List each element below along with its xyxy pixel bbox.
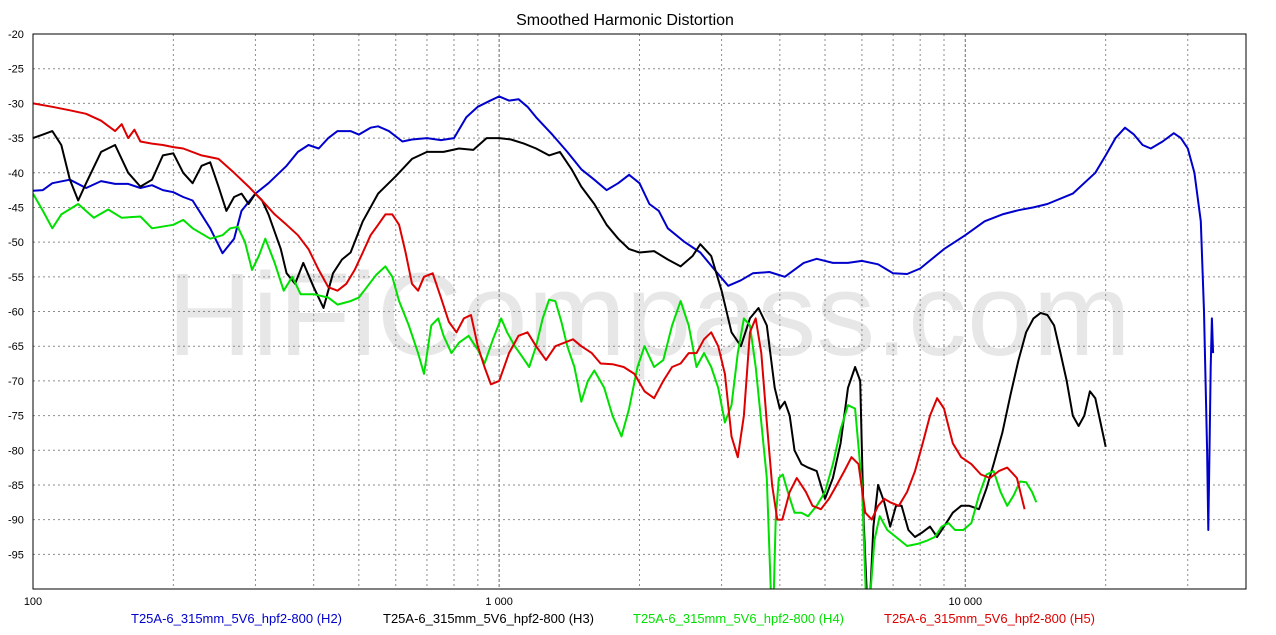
y-tick-label: -60 xyxy=(8,307,24,319)
y-tick-label: -30 xyxy=(8,98,24,110)
chart-title: Smoothed Harmonic Distortion xyxy=(516,12,734,29)
y-tick-label: -40 xyxy=(8,168,24,180)
series-line-h3 xyxy=(33,130,1107,589)
y-tick-label: -25 xyxy=(8,64,24,76)
y-tick-label: -50 xyxy=(8,237,24,249)
legend-item-h5: T25A-6_315mm_5V6_hpf2-800 (H5) xyxy=(884,611,1095,626)
y-tick-label: -55 xyxy=(8,272,24,284)
y-tick-label: -70 xyxy=(8,376,24,388)
y-tick-label: -65 xyxy=(8,341,24,353)
y-tick-label: -75 xyxy=(8,411,24,423)
y-tick-label: -20 xyxy=(8,29,24,41)
y-tick-label: -35 xyxy=(8,133,24,145)
y-axis-ticks: -20 -25 -30 -35 -40 -45 -50 -55 -60 -65 -70 -75 -80 -… xyxy=(8,29,24,561)
y-tick-label: -95 xyxy=(8,549,24,561)
x-axis-ticks: 100 1 000 10 000 xyxy=(24,596,982,608)
series-line-h4 xyxy=(33,193,1038,589)
legend-item-h2: T25A-6_315mm_5V6_hpf2-800 (H2) xyxy=(131,611,342,626)
series-line-h2 xyxy=(33,95,1215,531)
y-tick-label: -45 xyxy=(8,202,24,214)
legend-item-h3: T25A-6_315mm_5V6_hpf2-800 (H3) xyxy=(383,611,594,626)
x-tick-label: 10 000 xyxy=(949,596,983,608)
legend: T25A-6_315mm_5V6_hpf2-800 (H2) T25A-6_315… xyxy=(131,611,1095,626)
plot-frame xyxy=(32,33,1247,590)
legend-item-h4: T25A-6_315mm_5V6_hpf2-800 (H4) xyxy=(633,611,844,626)
series-line-h5 xyxy=(33,102,1026,521)
x-tick-label: 1 000 xyxy=(485,596,513,608)
y-tick-label: -85 xyxy=(8,480,24,492)
x-tick-label: 100 xyxy=(24,596,42,608)
y-tick-label: -90 xyxy=(8,515,24,527)
series-layer xyxy=(33,95,1215,589)
y-tick-label: -80 xyxy=(8,445,24,457)
grid xyxy=(33,34,1246,589)
watermark-text: HiFiCompass.com xyxy=(167,249,1131,381)
